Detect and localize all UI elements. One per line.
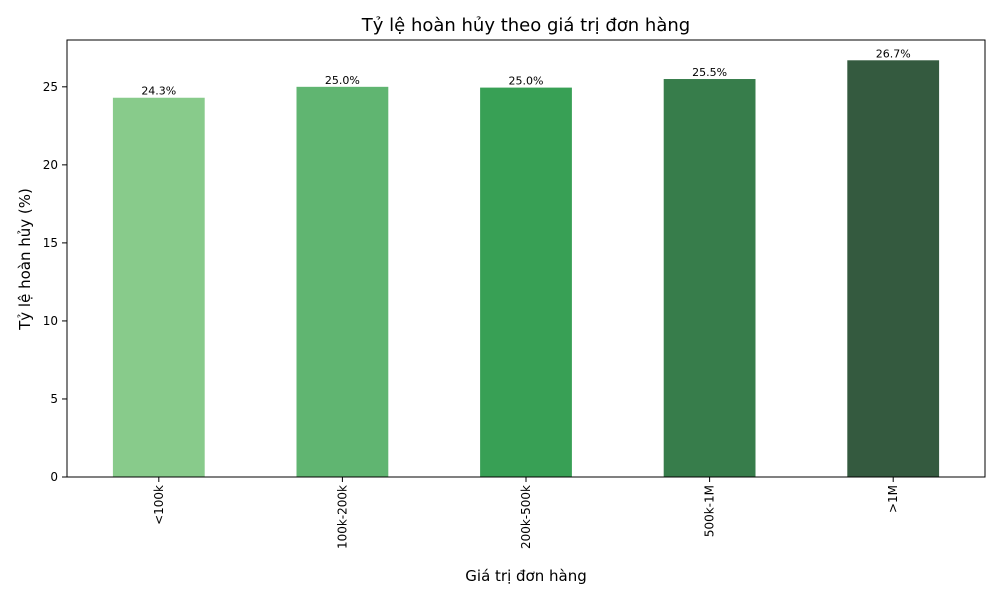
bar-value-label: 24.3% xyxy=(141,85,176,98)
bar-value-label: 25.0% xyxy=(325,74,360,87)
bar-value-label: 25.5% xyxy=(692,66,727,79)
x-tick-label: 500k-1M xyxy=(703,485,717,537)
y-tick-label: 0 xyxy=(50,470,58,484)
plot-frame xyxy=(66,39,986,478)
y-tick-label: 15 xyxy=(43,236,58,250)
x-tick-label: 100k-200k xyxy=(335,485,349,549)
y-tick-label: 25 xyxy=(43,80,58,94)
x-tick-label: <100k xyxy=(152,485,166,525)
x-axis-title: Giá trị đơn hàng xyxy=(465,567,586,585)
x-tick-label: >1M xyxy=(886,485,900,513)
bar xyxy=(663,79,756,478)
chart-title: Tỷ lệ hoàn hủy theo giá trị đơn hàng xyxy=(361,15,690,36)
bar xyxy=(480,87,572,478)
bar xyxy=(112,97,205,477)
bar xyxy=(296,86,389,478)
y-tick-label: 10 xyxy=(43,314,58,328)
plot-area: 24.3% <100k 25.0% 100k-200k 25.0% 200k-500k 25… xyxy=(43,39,986,549)
bar-value-label: 25.0% xyxy=(509,75,544,88)
x-tick-label: 200k-500k xyxy=(519,485,533,549)
y-axis-title: Tỷ lệ hoàn hủy (%) xyxy=(16,188,34,331)
y-tick-label: 20 xyxy=(43,158,58,172)
bar xyxy=(847,60,940,478)
bar-value-label: 26.7% xyxy=(876,47,911,60)
y-tick-label: 5 xyxy=(50,392,58,406)
